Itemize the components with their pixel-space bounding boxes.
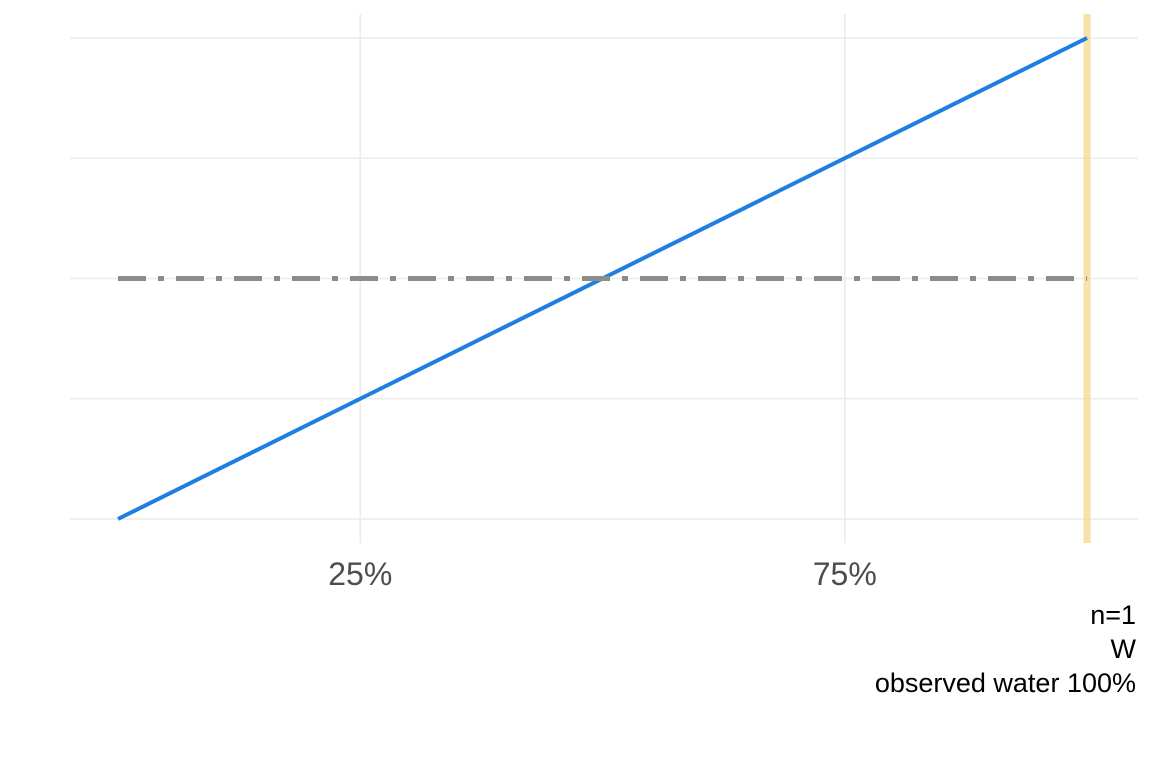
x-tick-label-0: 25% (328, 556, 392, 592)
caption: n=1 W observed water 100% (875, 598, 1136, 700)
caption-line-sequence: W (1110, 634, 1136, 664)
series-layer (117, 36, 1088, 521)
caption-line-observed: observed water 100% (874, 668, 1136, 698)
x-tick-label-1: 75% (813, 556, 877, 592)
x-axis: 25% 75% (328, 556, 877, 592)
caption-line-sample-size: n=1 (1090, 600, 1136, 630)
